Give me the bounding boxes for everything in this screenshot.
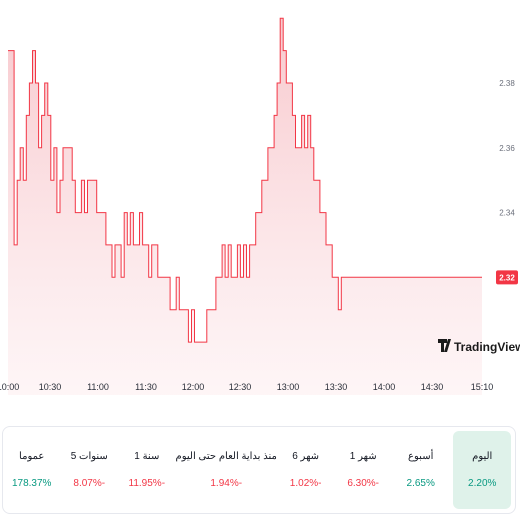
tv-logo-mark — [438, 339, 451, 352]
perf-item[interactable]: أسبوع 2.65% — [392, 427, 450, 513]
y-tick-label: 2.36 — [499, 144, 515, 153]
x-tick-label: 10:30 — [39, 382, 62, 392]
y-axis: 2.38 2.36 2.34 — [499, 79, 515, 218]
perf-item[interactable]: 6 شهر 1.02%- — [277, 427, 335, 513]
price-chart[interactable]: 10:00 10:30 11:00 11:30 12:00 12:30 13:00 13:30… — [0, 0, 520, 405]
x-tick-label: 11:30 — [135, 382, 157, 392]
current-price-tag: 2.32 — [496, 270, 518, 285]
x-tick-label: 13:00 — [277, 382, 300, 392]
perf-label: 1 شهر — [349, 451, 377, 462]
area-fill-path — [8, 18, 482, 395]
perf-item[interactable]: اليوم 2.20% — [453, 431, 511, 509]
perf-label: 1 سنة — [134, 451, 160, 462]
price-line-path — [8, 17, 482, 343]
x-tick-label: 10:00 — [0, 382, 19, 392]
tradingview-wordmark: TradingView — [454, 340, 520, 354]
perf-value: 11.95%- — [128, 478, 166, 489]
price-line — [8, 17, 482, 343]
y-tick-label: 2.34 — [499, 209, 515, 218]
perf-value: 2.20% — [468, 478, 497, 489]
y-tick-label: 2.38 — [499, 79, 515, 88]
perf-item[interactable]: 1 شهر 6.30%- — [334, 427, 392, 513]
x-tick-label: 14:30 — [421, 382, 444, 392]
perf-label: منذ بداية العام حتى اليوم — [175, 451, 277, 462]
perf-label: أسبوع — [408, 451, 434, 462]
x-tick-label: 12:30 — [229, 382, 252, 392]
x-tick-label: 15:10 — [471, 382, 494, 392]
current-price-tag-bg — [496, 270, 518, 285]
x-tick-label: 11:00 — [87, 382, 109, 392]
perf-label: 6 شهر — [292, 451, 320, 462]
perf-value: 178.37% — [11, 478, 52, 489]
x-tick-label: 14:00 — [373, 382, 396, 392]
perf-value: 8.07%- — [73, 478, 106, 489]
perf-item[interactable]: 5 سنوات 8.07%- — [60, 427, 118, 513]
area-fill — [8, 18, 482, 395]
perf-value: 6.30%- — [347, 478, 380, 489]
perf-value: 1.94%- — [210, 478, 243, 489]
perf-label: عموما — [19, 451, 45, 462]
perf-item[interactable]: عموما 178.37% — [3, 427, 60, 513]
perf-item[interactable]: منذ بداية العام حتى اليوم 1.94%- — [176, 427, 277, 513]
perf-value: 1.02%- — [289, 478, 322, 489]
x-tick-label: 12:00 — [182, 382, 205, 392]
chart-svg[interactable]: 10:00 10:30 11:00 11:30 12:00 12:30 13:00 13:30… — [0, 0, 520, 405]
x-axis: 10:00 10:30 11:00 11:30 12:00 12:30 13:00 13:30… — [0, 382, 493, 392]
performance-panel: اليوم 2.20% أسبوع 2.65% 1 شهر 6.30%- 6 شهر 1.02… — [2, 426, 516, 514]
perf-item[interactable]: 1 سنة 11.95%- — [118, 427, 176, 513]
perf-value: 2.65% — [406, 478, 435, 489]
x-tick-label: 13:30 — [325, 382, 348, 392]
current-price-label: 2.32 — [499, 273, 515, 282]
tradingview-logo: TradingView — [438, 339, 520, 354]
perf-label: 5 سنوات — [70, 451, 108, 462]
perf-label: اليوم — [472, 451, 493, 462]
